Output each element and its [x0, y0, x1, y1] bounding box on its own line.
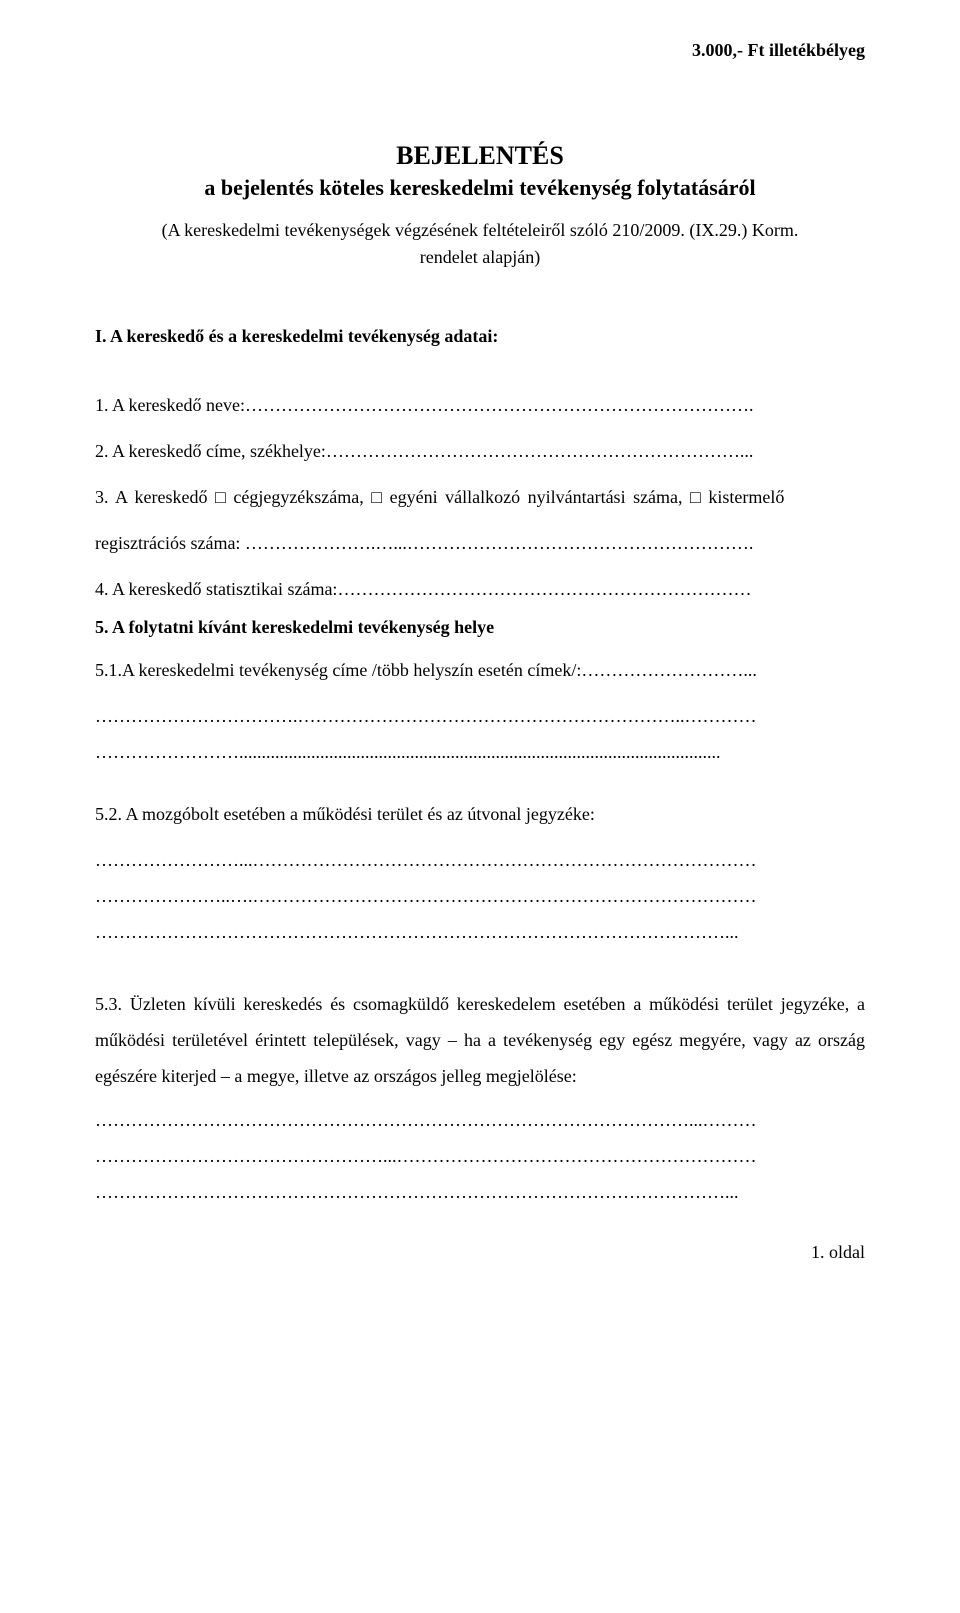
- item-5-2-line3: …………………..….…………………………………………………………………………: [95, 878, 865, 914]
- item-3-registration-line2: regisztrációs száma: ………………….…...……………………: [95, 525, 865, 561]
- item-2-merchant-address: 2. A kereskedő címe, székhelye:…………………………: [95, 433, 865, 469]
- item-5-3-dots1: ………………………………………………………………………………………...………: [95, 1102, 865, 1138]
- doc-subtitle: a bejelentés köteles kereskedelmi tevéke…: [95, 175, 865, 201]
- ref-line-1: (A kereskedelmi tevékenységek végzésének…: [162, 220, 799, 240]
- item-5-3-paragraph: 5.3. Üzleten kívüli kereskedés és csomag…: [95, 986, 865, 1094]
- item-5-2-line4: ……………………………………………………………………………………………...: [95, 914, 865, 950]
- item-5-3-dots3: ……………………………………………………………………………………………...: [95, 1174, 865, 1210]
- item-3-registration-line1: 3. A kereskedő □ cégjegyzékszáma, □ egyé…: [95, 479, 865, 515]
- doc-title: BEJELENTÉS: [95, 141, 865, 171]
- item-5-1-line1: 5.1.A kereskedelmi tevékenység címe /töb…: [95, 652, 865, 688]
- item-1-merchant-name: 1. A kereskedő neve:………………………………………………………: [95, 387, 865, 423]
- page-number: 1. oldal: [95, 1242, 865, 1263]
- item-5-heading: 5. A folytatni kívánt kereskedelmi tevék…: [95, 617, 865, 638]
- item-5-2-line2: ……………………...…………………………………………………………………………: [95, 842, 865, 878]
- item-5-1-line2: …………………………….………………………………………………………..…………: [95, 698, 865, 734]
- item-5-3-dots2: …………………………………………...……………………………………………………: [95, 1138, 865, 1174]
- item-5-1-line3: ……………………................................…: [95, 734, 865, 770]
- doc-reference: (A kereskedelmi tevékenységek végzésének…: [95, 217, 865, 271]
- item-5-2-line1: 5.2. A mozgóbolt esetében a működési ter…: [95, 796, 865, 832]
- section-1-heading: I. A kereskedő és a kereskedelmi tevéken…: [95, 326, 865, 347]
- stamp-fee-note: 3.000,- Ft illetékbélyeg: [95, 40, 865, 61]
- ref-line-2: rendelet alapján): [420, 247, 540, 267]
- item-4-stat-number: 4. A kereskedő statisztikai száma:…………………: [95, 571, 865, 607]
